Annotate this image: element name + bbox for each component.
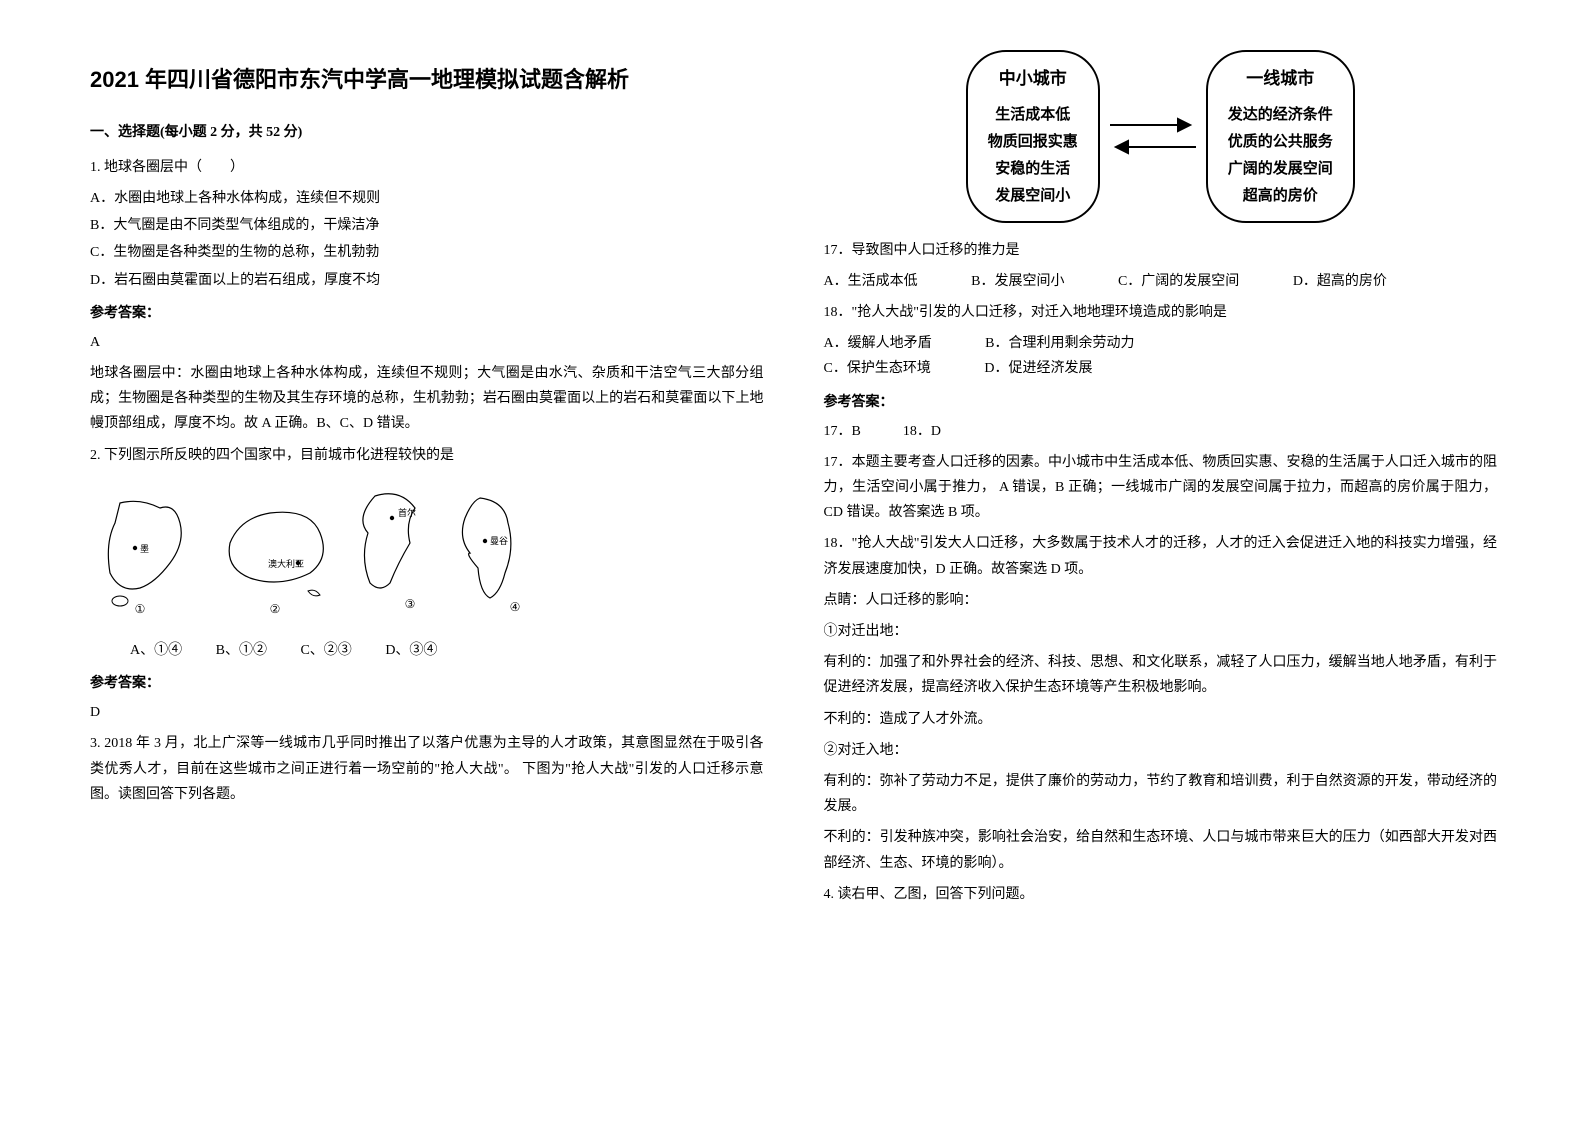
q17-explanation: 17．本题主要考查人口迁移的因素。中小城市中生活成本低、物质回实惠、安稳的生活属…	[824, 450, 1498, 526]
q1-opt-d: D．岩石圈由莫霍面以上的岩石组成，厚度不均	[90, 268, 764, 293]
out-heading: ①对迁出地：	[824, 619, 1498, 644]
map4-number: ④	[510, 600, 521, 614]
q1-opt-a: A．水圈由地球上各种水体构成，连续但不规则	[90, 186, 764, 211]
q1-stem: 1. 地球各圈层中（ ）	[90, 155, 764, 180]
q17-stem: 17．导致图中人口迁移的推力是	[824, 238, 1498, 263]
migration-diagram: 中小城市 生活成本低 物质回报实惠 安稳的生活 发展空间小 一线城市 发达的经济…	[824, 50, 1498, 223]
right-column: 中小城市 生活成本低 物质回报实惠 安稳的生活 发展空间小 一线城市 发达的经济…	[824, 60, 1498, 913]
q1-opt-c: C．生物圈是各种类型的生物的总称，生机勃勃	[90, 240, 764, 265]
q1-opt-b: B．大气圈是由不同类型气体组成的，干燥洁净	[90, 213, 764, 238]
diagram-right-l1: 发达的经济条件	[1228, 101, 1333, 128]
diagram-right-box: 一线城市 发达的经济条件 优质的公共服务 广阔的发展空间 超高的房价	[1206, 50, 1355, 223]
out-bad: 不利的：造成了人才外流。	[824, 707, 1498, 732]
q17-opt-d: D．超高的房价	[1293, 269, 1387, 294]
diagram-arrows	[1108, 115, 1198, 157]
q17-opt-c: C．广阔的发展空间	[1118, 269, 1239, 294]
q2-opt-a: A、①④	[130, 643, 182, 658]
map4-city-label: 曼谷	[490, 536, 508, 546]
q18-opt-a: A．缓解人地矛盾	[824, 331, 932, 356]
q18-stem: 18．"抢人大战"引发的人口迁移，对迁入地地理环境造成的影响是	[824, 300, 1498, 325]
q17-opt-b: B．发展空间小	[971, 269, 1064, 294]
diagram-left-l1: 生活成本低	[988, 101, 1078, 128]
q4-stem: 4. 读右甲、乙图，回答下列问题。	[824, 882, 1498, 907]
q2-opt-d: D、③④	[385, 643, 437, 658]
q2-opt-b: B、①②	[216, 643, 267, 658]
arrow-left-icon	[1108, 137, 1198, 157]
q18-options-row2: C．保护生态环境 D．促进经济发展	[824, 356, 1498, 381]
page-container: 2021 年四川省德阳市东汽中学高一地理模拟试题含解析 一、选择题(每小题 2 …	[0, 0, 1587, 973]
in-heading: ②对迁入地：	[824, 738, 1498, 763]
diagram-right-l4: 超高的房价	[1228, 182, 1333, 209]
q18-opt-d: D．促进经济发展	[984, 356, 1092, 381]
diagram-right-l3: 广阔的发展空间	[1228, 155, 1333, 182]
out-good: 有利的：加强了和外界社会的经济、科技、思想、和文化联系，减轻了人口压力，缓解当地…	[824, 650, 1498, 700]
left-column: 2021 年四川省德阳市东汽中学高一地理模拟试题含解析 一、选择题(每小题 2 …	[90, 60, 764, 913]
q18-opt-c: C．保护生态环境	[824, 356, 931, 381]
tip-heading: 点睛：人口迁移的影响：	[824, 588, 1498, 613]
q2-map-figure: 墨 ① 澳大利亚 ② 首尔 ③	[90, 483, 764, 623]
in-bad: 不利的：引发种族冲突，影响社会治安，给自然和生态环境、人口与城市带来巨大的压力（…	[824, 825, 1498, 875]
diagram-left-title: 中小城市	[988, 64, 1078, 95]
q2-answer: D	[90, 700, 764, 725]
q18-explanation: 18．"抢人大战"引发大人口迁移，大多数属于技术人才的迁移，人才的迁入会促进迁入…	[824, 531, 1498, 581]
diagram-left-l2: 物质回报实惠	[988, 128, 1078, 155]
q1-answer-label: 参考答案：	[90, 301, 764, 326]
map2-number: ②	[270, 602, 281, 616]
q18-opt-b: B．合理利用剩余劳动力	[985, 331, 1134, 356]
q2-answer-label: 参考答案：	[90, 671, 764, 696]
q3-intro: 3. 2018 年 3 月，北上广深等一线城市几乎同时推出了以落户优惠为主导的人…	[90, 731, 764, 807]
q3-answer: 17．B 18．D	[824, 419, 1498, 444]
q2-options-row: A、①④ B、①② C、②③ D、③④	[130, 638, 764, 663]
map1-number: ①	[135, 602, 146, 616]
diagram-left-box: 中小城市 生活成本低 物质回报实惠 安稳的生活 发展空间小	[966, 50, 1100, 223]
page-title: 2021 年四川省德阳市东汽中学高一地理模拟试题含解析	[90, 60, 764, 100]
section-1-heading: 一、选择题(每小题 2 分，共 52 分)	[90, 120, 764, 145]
diagram-right-title: 一线城市	[1228, 64, 1333, 95]
q17-options: A．生活成本低 B．发展空间小 C．广阔的发展空间 D．超高的房价	[824, 269, 1498, 294]
diagram-left-l3: 安稳的生活	[988, 155, 1078, 182]
diagram-right-l2: 优质的公共服务	[1228, 128, 1333, 155]
q18-options-row1: A．缓解人地矛盾 B．合理利用剩余劳动力	[824, 331, 1498, 356]
q2-stem: 2. 下列图示所反映的四个国家中，目前城市化进程较快的是	[90, 443, 764, 468]
map3-city-label: 首尔	[398, 507, 416, 518]
arrow-right-icon	[1108, 115, 1198, 135]
in-good: 有利的：弥补了劳动力不足，提供了廉价的劳动力，节约了教育和培训费，利于自然资源的…	[824, 769, 1498, 819]
q3-answer-label: 参考答案：	[824, 390, 1498, 415]
map3-number: ③	[405, 597, 416, 611]
map1-city-label: 墨	[140, 544, 149, 554]
q2-opt-c: C、②③	[300, 643, 351, 658]
q1-explanation: 地球各圈层中：水圈由地球上各种水体构成，连续但不规则；大气圈是由水汽、杂质和干洁…	[90, 361, 764, 437]
q1-answer: A	[90, 330, 764, 355]
diagram-left-l4: 发展空间小	[988, 182, 1078, 209]
q17-opt-a: A．生活成本低	[824, 269, 918, 294]
map2-city-label: 澳大利亚	[268, 558, 304, 569]
